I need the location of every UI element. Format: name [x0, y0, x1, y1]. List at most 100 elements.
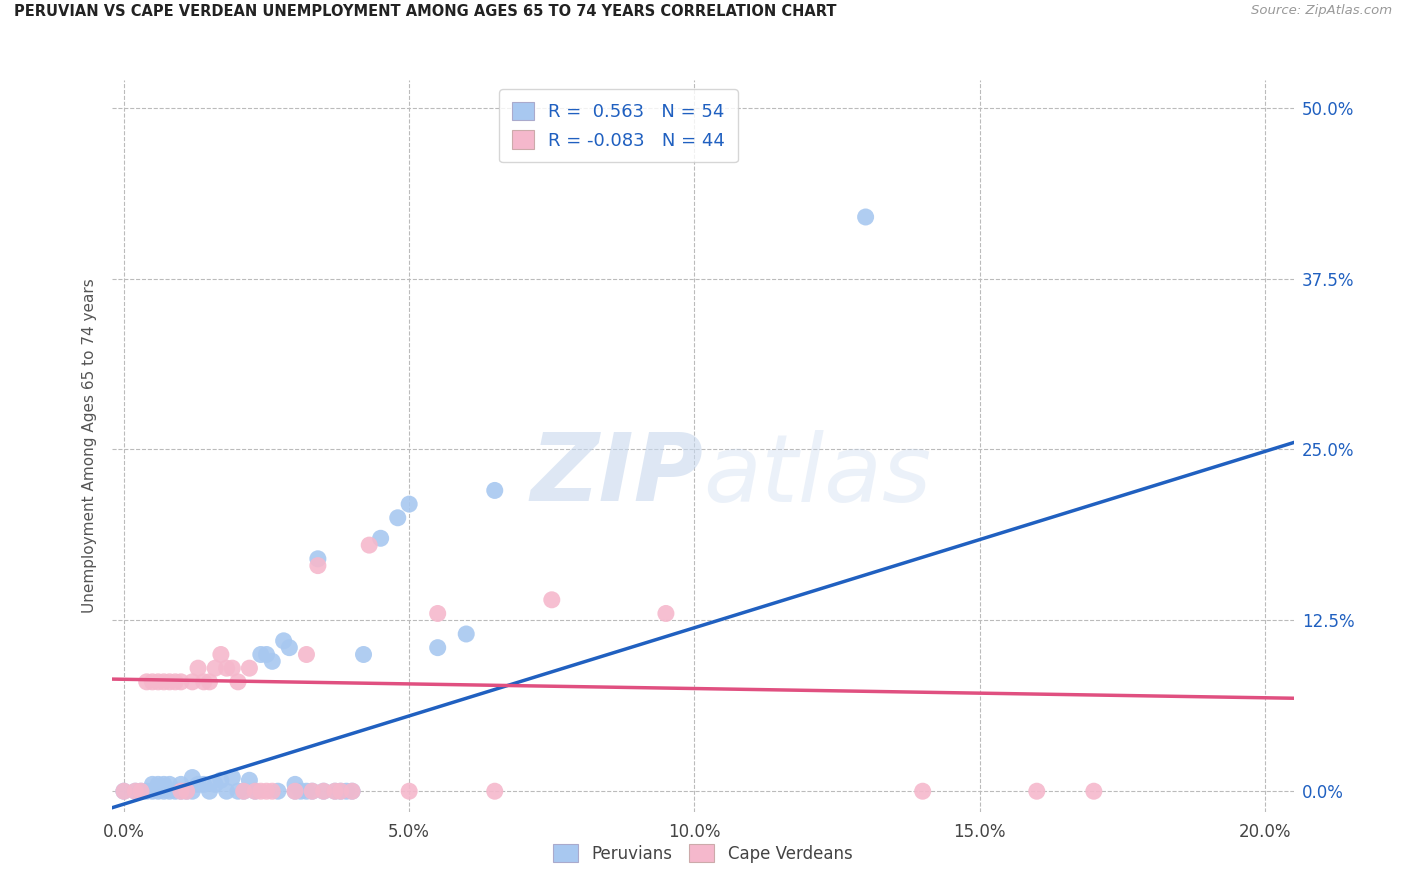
Point	[353, 648, 375, 662]
Point	[153, 674, 176, 689]
Point	[238, 773, 260, 788]
Point	[204, 661, 226, 675]
Point	[243, 784, 266, 798]
Point	[221, 771, 243, 785]
Point	[129, 784, 152, 798]
Point	[112, 784, 135, 798]
Point	[124, 784, 146, 798]
Point	[370, 531, 392, 545]
Text: atlas: atlas	[703, 430, 931, 521]
Point	[301, 784, 323, 798]
Point	[243, 784, 266, 798]
Point	[398, 497, 420, 511]
Point	[215, 784, 238, 798]
Point	[141, 784, 163, 798]
Point	[256, 648, 278, 662]
Point	[124, 784, 146, 798]
Point	[170, 777, 193, 791]
Point	[153, 777, 176, 791]
Point	[250, 648, 273, 662]
Point	[340, 784, 363, 798]
Point	[176, 784, 198, 798]
Point	[204, 777, 226, 791]
Text: PERUVIAN VS CAPE VERDEAN UNEMPLOYMENT AMONG AGES 65 TO 74 YEARS CORRELATION CHAR: PERUVIAN VS CAPE VERDEAN UNEMPLOYMENT AM…	[14, 4, 837, 20]
Point	[540, 592, 562, 607]
Point	[284, 784, 307, 798]
Legend: Peruvians, Cape Verdeans: Peruvians, Cape Verdeans	[547, 838, 859, 869]
Point	[307, 551, 329, 566]
Point	[198, 674, 221, 689]
Point	[312, 784, 335, 798]
Point	[232, 784, 254, 798]
Point	[181, 784, 204, 798]
Point	[170, 674, 193, 689]
Point	[329, 784, 352, 798]
Point	[359, 538, 381, 552]
Point	[176, 784, 198, 798]
Point	[181, 674, 204, 689]
Point	[335, 784, 357, 798]
Point	[256, 784, 278, 798]
Point	[187, 661, 209, 675]
Point	[426, 640, 449, 655]
Point	[193, 674, 215, 689]
Point	[159, 674, 181, 689]
Point	[1083, 784, 1105, 798]
Point	[284, 784, 307, 798]
Point	[307, 558, 329, 573]
Point	[290, 784, 312, 798]
Point	[911, 784, 934, 798]
Point	[146, 674, 169, 689]
Point	[655, 607, 678, 621]
Point	[135, 784, 157, 798]
Text: Source: ZipAtlas.com: Source: ZipAtlas.com	[1251, 4, 1392, 18]
Point	[484, 483, 506, 498]
Point	[323, 784, 346, 798]
Y-axis label: Unemployment Among Ages 65 to 74 years: Unemployment Among Ages 65 to 74 years	[82, 278, 97, 614]
Point	[312, 784, 335, 798]
Point	[193, 777, 215, 791]
Point	[170, 784, 193, 798]
Point	[159, 777, 181, 791]
Point	[181, 771, 204, 785]
Point	[323, 784, 346, 798]
Point	[1025, 784, 1047, 798]
Point	[484, 784, 506, 798]
Point	[262, 654, 284, 668]
Point	[159, 784, 181, 798]
Point	[187, 777, 209, 791]
Point	[153, 784, 176, 798]
Point	[284, 777, 307, 791]
Point	[340, 784, 363, 798]
Point	[278, 640, 301, 655]
Point	[112, 784, 135, 798]
Point	[267, 784, 290, 798]
Point	[226, 784, 249, 798]
Point	[209, 648, 232, 662]
Point	[262, 784, 284, 798]
Point	[165, 784, 187, 798]
Point	[215, 661, 238, 675]
Point	[221, 661, 243, 675]
Point	[250, 784, 273, 798]
Point	[209, 773, 232, 788]
Point	[301, 784, 323, 798]
Text: ZIP: ZIP	[530, 429, 703, 521]
Point	[146, 777, 169, 791]
Point	[295, 784, 318, 798]
Point	[170, 784, 193, 798]
Point	[232, 784, 254, 798]
Point	[146, 784, 169, 798]
Point	[398, 784, 420, 798]
Point	[295, 648, 318, 662]
Point	[165, 674, 187, 689]
Point	[129, 784, 152, 798]
Point	[273, 633, 295, 648]
Point	[226, 674, 249, 689]
Point	[426, 607, 449, 621]
Point	[456, 627, 478, 641]
Point	[238, 661, 260, 675]
Point	[198, 784, 221, 798]
Point	[141, 777, 163, 791]
Point	[387, 510, 409, 524]
